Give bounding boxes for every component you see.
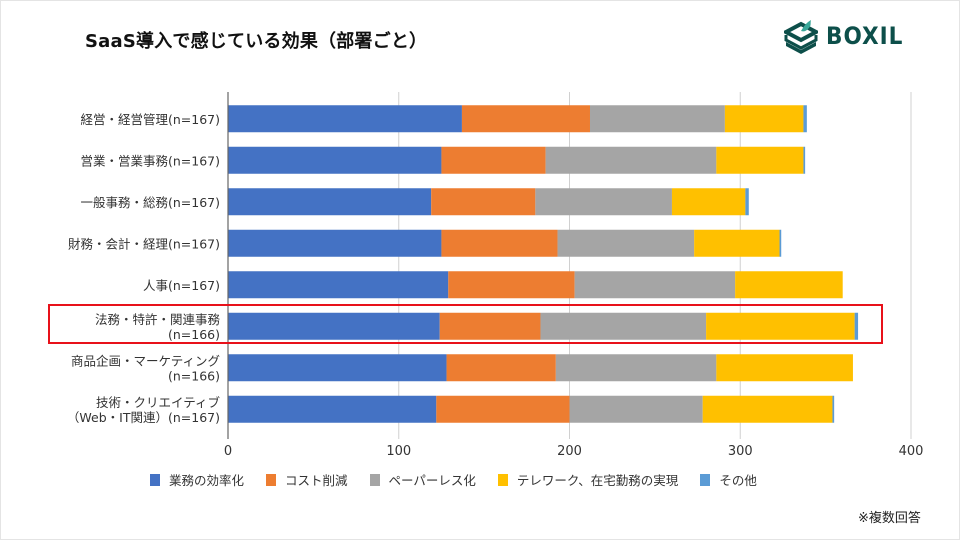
bar-segment-3 bbox=[589, 105, 725, 133]
bar-segment-4 bbox=[671, 188, 746, 216]
category-label: 法務・特許・関連事務 bbox=[95, 312, 221, 327]
bar-segment-1 bbox=[228, 395, 437, 423]
chart-title: SaaS導入で感じている効果（部署ごと） bbox=[85, 31, 428, 52]
bar-segment-1 bbox=[228, 354, 447, 382]
bar-segment-4 bbox=[716, 354, 853, 382]
stacked-box-logo-icon bbox=[784, 20, 818, 54]
category-label: 経営・経営管理(n=167) bbox=[80, 112, 220, 127]
legend-item: ペーパーレス化 bbox=[369, 470, 476, 489]
category-label: (n=166) bbox=[168, 327, 220, 342]
bar-segment-2 bbox=[439, 312, 541, 340]
legend-swatch bbox=[497, 473, 508, 486]
bar-segment-4 bbox=[706, 312, 855, 340]
legend-label: ペーパーレス化 bbox=[388, 473, 476, 488]
legend-swatch bbox=[150, 473, 160, 486]
legend-label: コスト削減 bbox=[285, 473, 348, 488]
bar-segment-1 bbox=[228, 271, 449, 299]
bars bbox=[228, 105, 859, 423]
legend-item: テレワーク、在宅勤務の実現 bbox=[497, 470, 679, 489]
bar-segment-3 bbox=[557, 229, 695, 257]
bar-segment-5 bbox=[745, 188, 749, 216]
category-label: (n=166) bbox=[168, 368, 220, 383]
footnote-multiple-answers: ※複数回答 bbox=[858, 511, 921, 526]
bar-segment-5 bbox=[779, 229, 782, 257]
category-label: 商品企画・マーケティング bbox=[71, 353, 220, 368]
gridlines bbox=[398, 92, 912, 439]
bar-segment-3 bbox=[545, 146, 717, 174]
bar-segment-1 bbox=[228, 312, 440, 340]
legend-item: その他 bbox=[700, 470, 757, 489]
legend-label: その他 bbox=[719, 473, 757, 488]
legend-label: テレワーク、在宅勤務の実現 bbox=[516, 473, 679, 488]
bar-segment-2 bbox=[446, 354, 556, 382]
bar-segment-5 bbox=[803, 105, 807, 133]
x-tick-label: 100 bbox=[386, 444, 411, 459]
category-label: 営業・営業事務(n=167) bbox=[80, 153, 220, 168]
bar-segment-2 bbox=[441, 146, 546, 174]
bar-segment-1 bbox=[228, 229, 442, 257]
bar-segment-4 bbox=[724, 105, 804, 133]
bar-segment-5 bbox=[832, 395, 835, 423]
x-tick-label: 200 bbox=[557, 444, 582, 459]
x-tick-label: 300 bbox=[728, 444, 753, 459]
bar-segment-1 bbox=[228, 188, 432, 216]
bar-segment-3 bbox=[540, 312, 707, 340]
bar-segment-2 bbox=[461, 105, 590, 133]
bar-segment-2 bbox=[431, 188, 536, 216]
bar-segment-5 bbox=[803, 146, 806, 174]
category-label: 人事(n=167) bbox=[143, 278, 220, 293]
category-label: 技術・クリエイティブ bbox=[96, 395, 221, 410]
boxil-logo: BOXIL bbox=[784, 16, 903, 56]
x-tick-label: 0 bbox=[224, 444, 232, 459]
category-label: （Web・IT関連）(n=167) bbox=[67, 410, 220, 425]
bar-segment-1 bbox=[228, 146, 442, 174]
chart-legend: 業務の効率化 コスト削減 ペーパーレス化 テレワーク、在宅勤務の実現 その他 bbox=[150, 470, 779, 489]
bar-segment-1 bbox=[228, 105, 462, 133]
x-tick-label: 400 bbox=[899, 444, 924, 459]
bar-segment-2 bbox=[448, 271, 575, 299]
logo-text: BOXIL bbox=[826, 22, 904, 50]
bar-segment-2 bbox=[441, 229, 558, 257]
bar-segment-4 bbox=[702, 395, 833, 423]
category-label: 財務・会計・経理(n=167) bbox=[68, 236, 220, 251]
bar-segment-2 bbox=[436, 395, 570, 423]
legend-swatch bbox=[700, 473, 711, 486]
legend-label: 業務の効率化 bbox=[169, 473, 245, 488]
bar-segment-4 bbox=[716, 146, 804, 174]
bar-segment-3 bbox=[555, 354, 717, 382]
legend-swatch bbox=[369, 473, 380, 486]
bar-segment-3 bbox=[569, 395, 703, 423]
bar-segment-5 bbox=[854, 312, 859, 340]
legend-swatch bbox=[266, 473, 277, 486]
bar-segment-4 bbox=[735, 271, 843, 299]
legend-item: 業務の効率化 bbox=[150, 470, 244, 489]
category-label: 一般事務・総務(n=167) bbox=[80, 195, 220, 210]
legend-item: コスト削減 bbox=[266, 470, 348, 489]
bar-segment-3 bbox=[574, 271, 736, 299]
bar-segment-4 bbox=[694, 229, 780, 257]
bar-segment-3 bbox=[535, 188, 672, 216]
labels: 0 100 200 300 400 経営・経営管理(n=167) 営業・営業事務(n=167… bbox=[67, 112, 924, 459]
